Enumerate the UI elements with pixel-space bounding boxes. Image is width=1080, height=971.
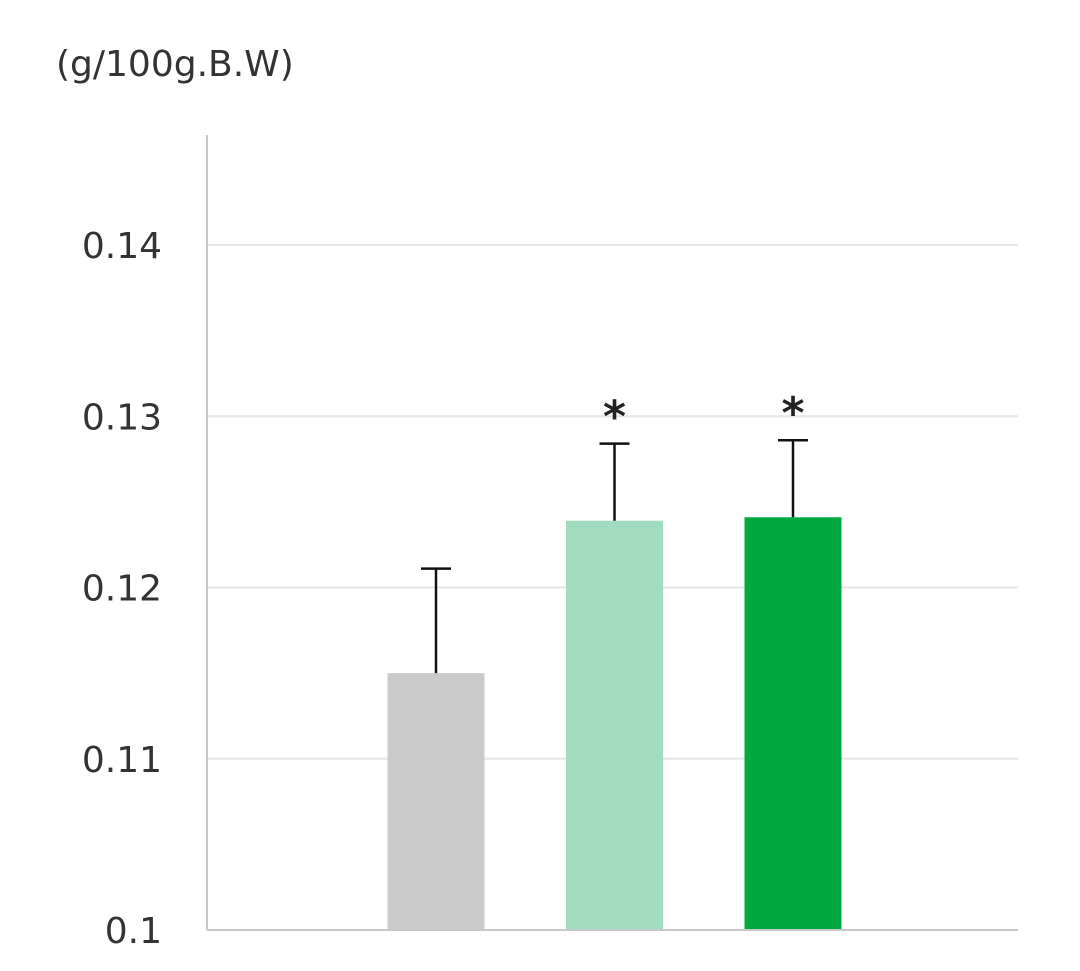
y-tick-label: 0.11	[82, 740, 162, 781]
significance-markers: * *	[603, 388, 805, 442]
error-bars	[421, 438, 808, 674]
significance-star: *	[781, 388, 804, 439]
bar	[744, 517, 842, 930]
y-unit-label: (g/100g.B.W)	[56, 44, 294, 85]
significance-star: *	[603, 392, 626, 443]
bars	[387, 517, 842, 930]
y-tick-labels: 0.1 0.11 0.12 0.13 0.14	[82, 226, 162, 952]
bar	[566, 520, 663, 930]
y-tick-label: 0.13	[82, 397, 162, 438]
y-tick-label: 0.1	[105, 911, 162, 952]
bar	[387, 673, 485, 930]
y-tick-label: 0.12	[82, 569, 162, 610]
y-tick-label: 0.14	[82, 226, 162, 267]
